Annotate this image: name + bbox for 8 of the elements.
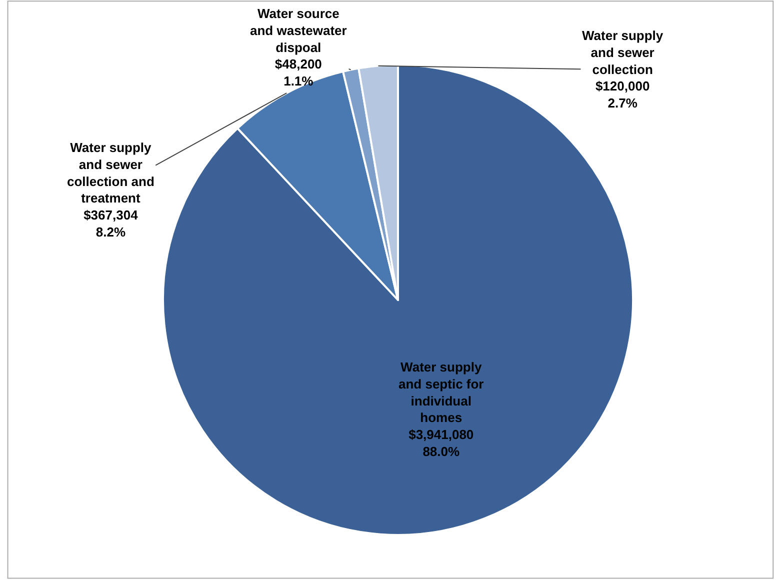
data-label: $48,200 1.1% <box>274 56 322 89</box>
slice-label: Water supply and sewer collection and treatment <box>67 140 154 206</box>
data-label: $120,000 2.7% <box>595 78 650 111</box>
slice-label: Water source and wastewater dispoal <box>250 6 347 55</box>
slice-label: Water supply and septic for individual homes <box>398 360 484 426</box>
slice-label: Water supply and sewer collection <box>582 28 664 77</box>
data-label: $367,304 8.2% <box>84 208 139 240</box>
data-label: $3,941,080 88.0% <box>408 427 474 460</box>
